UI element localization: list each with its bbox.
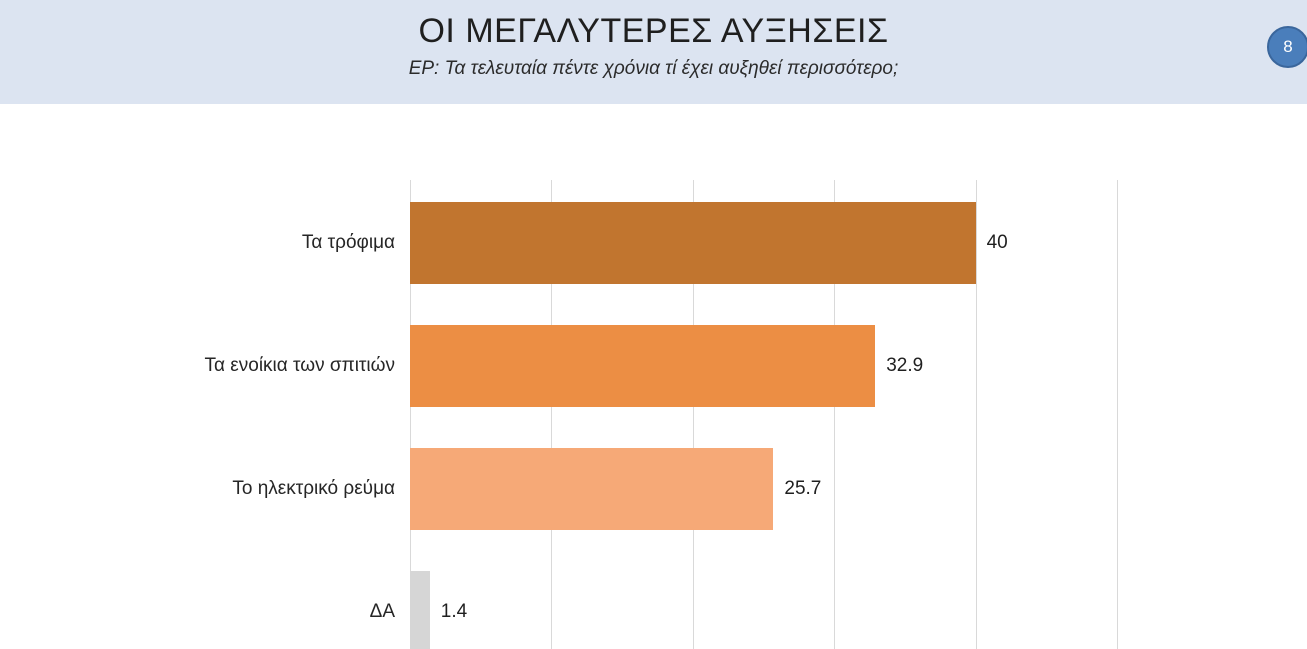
- category-label: Τα τρόφιμα: [301, 232, 395, 253]
- bar: [410, 571, 430, 649]
- slide-header: ΟΙ ΜΕΓΑΛΥΤΕΡΕΣ ΑΥΞΗΣΕΙΣ ΕΡ: Τα τελευταία…: [0, 0, 1307, 104]
- value-label: 32.9: [886, 355, 924, 376]
- value-label: 25.7: [784, 478, 822, 499]
- page-number: 8: [1283, 37, 1293, 56]
- gridline: [551, 180, 553, 649]
- gridline: [1117, 180, 1118, 649]
- bar-row: Τα τρόφιμα 40: [0, 202, 1307, 284]
- bar-row: Τα ενοίκια των σπιτιών 32.9: [0, 325, 1307, 407]
- value-label: 40: [986, 232, 1008, 253]
- slide-title: ΟΙ ΜΕΓΑΛΥΤΕΡΕΣ ΑΥΞΗΣΕΙΣ: [418, 12, 889, 50]
- gridline: [410, 180, 411, 649]
- page-number-badge: 8: [1267, 26, 1307, 68]
- category-label: Τα ενοίκια των σπιτιών: [204, 355, 396, 376]
- bar: [410, 448, 774, 530]
- category-label: Το ηλεκτρικό ρεύμα: [232, 478, 395, 499]
- gridline: [975, 180, 977, 649]
- value-label: 1.4: [440, 601, 468, 622]
- bar-row: Το ηλεκτρικό ρεύμα 25.7: [0, 448, 1307, 530]
- gridline: [834, 180, 836, 649]
- gridline: [692, 180, 694, 649]
- bar: [410, 202, 976, 284]
- bar: [410, 325, 876, 407]
- slide-subtitle: ΕΡ: Τα τελευταία πέντε χρόνια τί έχει αυ…: [408, 57, 899, 79]
- category-label: ΔΑ: [369, 601, 395, 622]
- bar-row: ΔΑ 1.4: [0, 571, 1307, 649]
